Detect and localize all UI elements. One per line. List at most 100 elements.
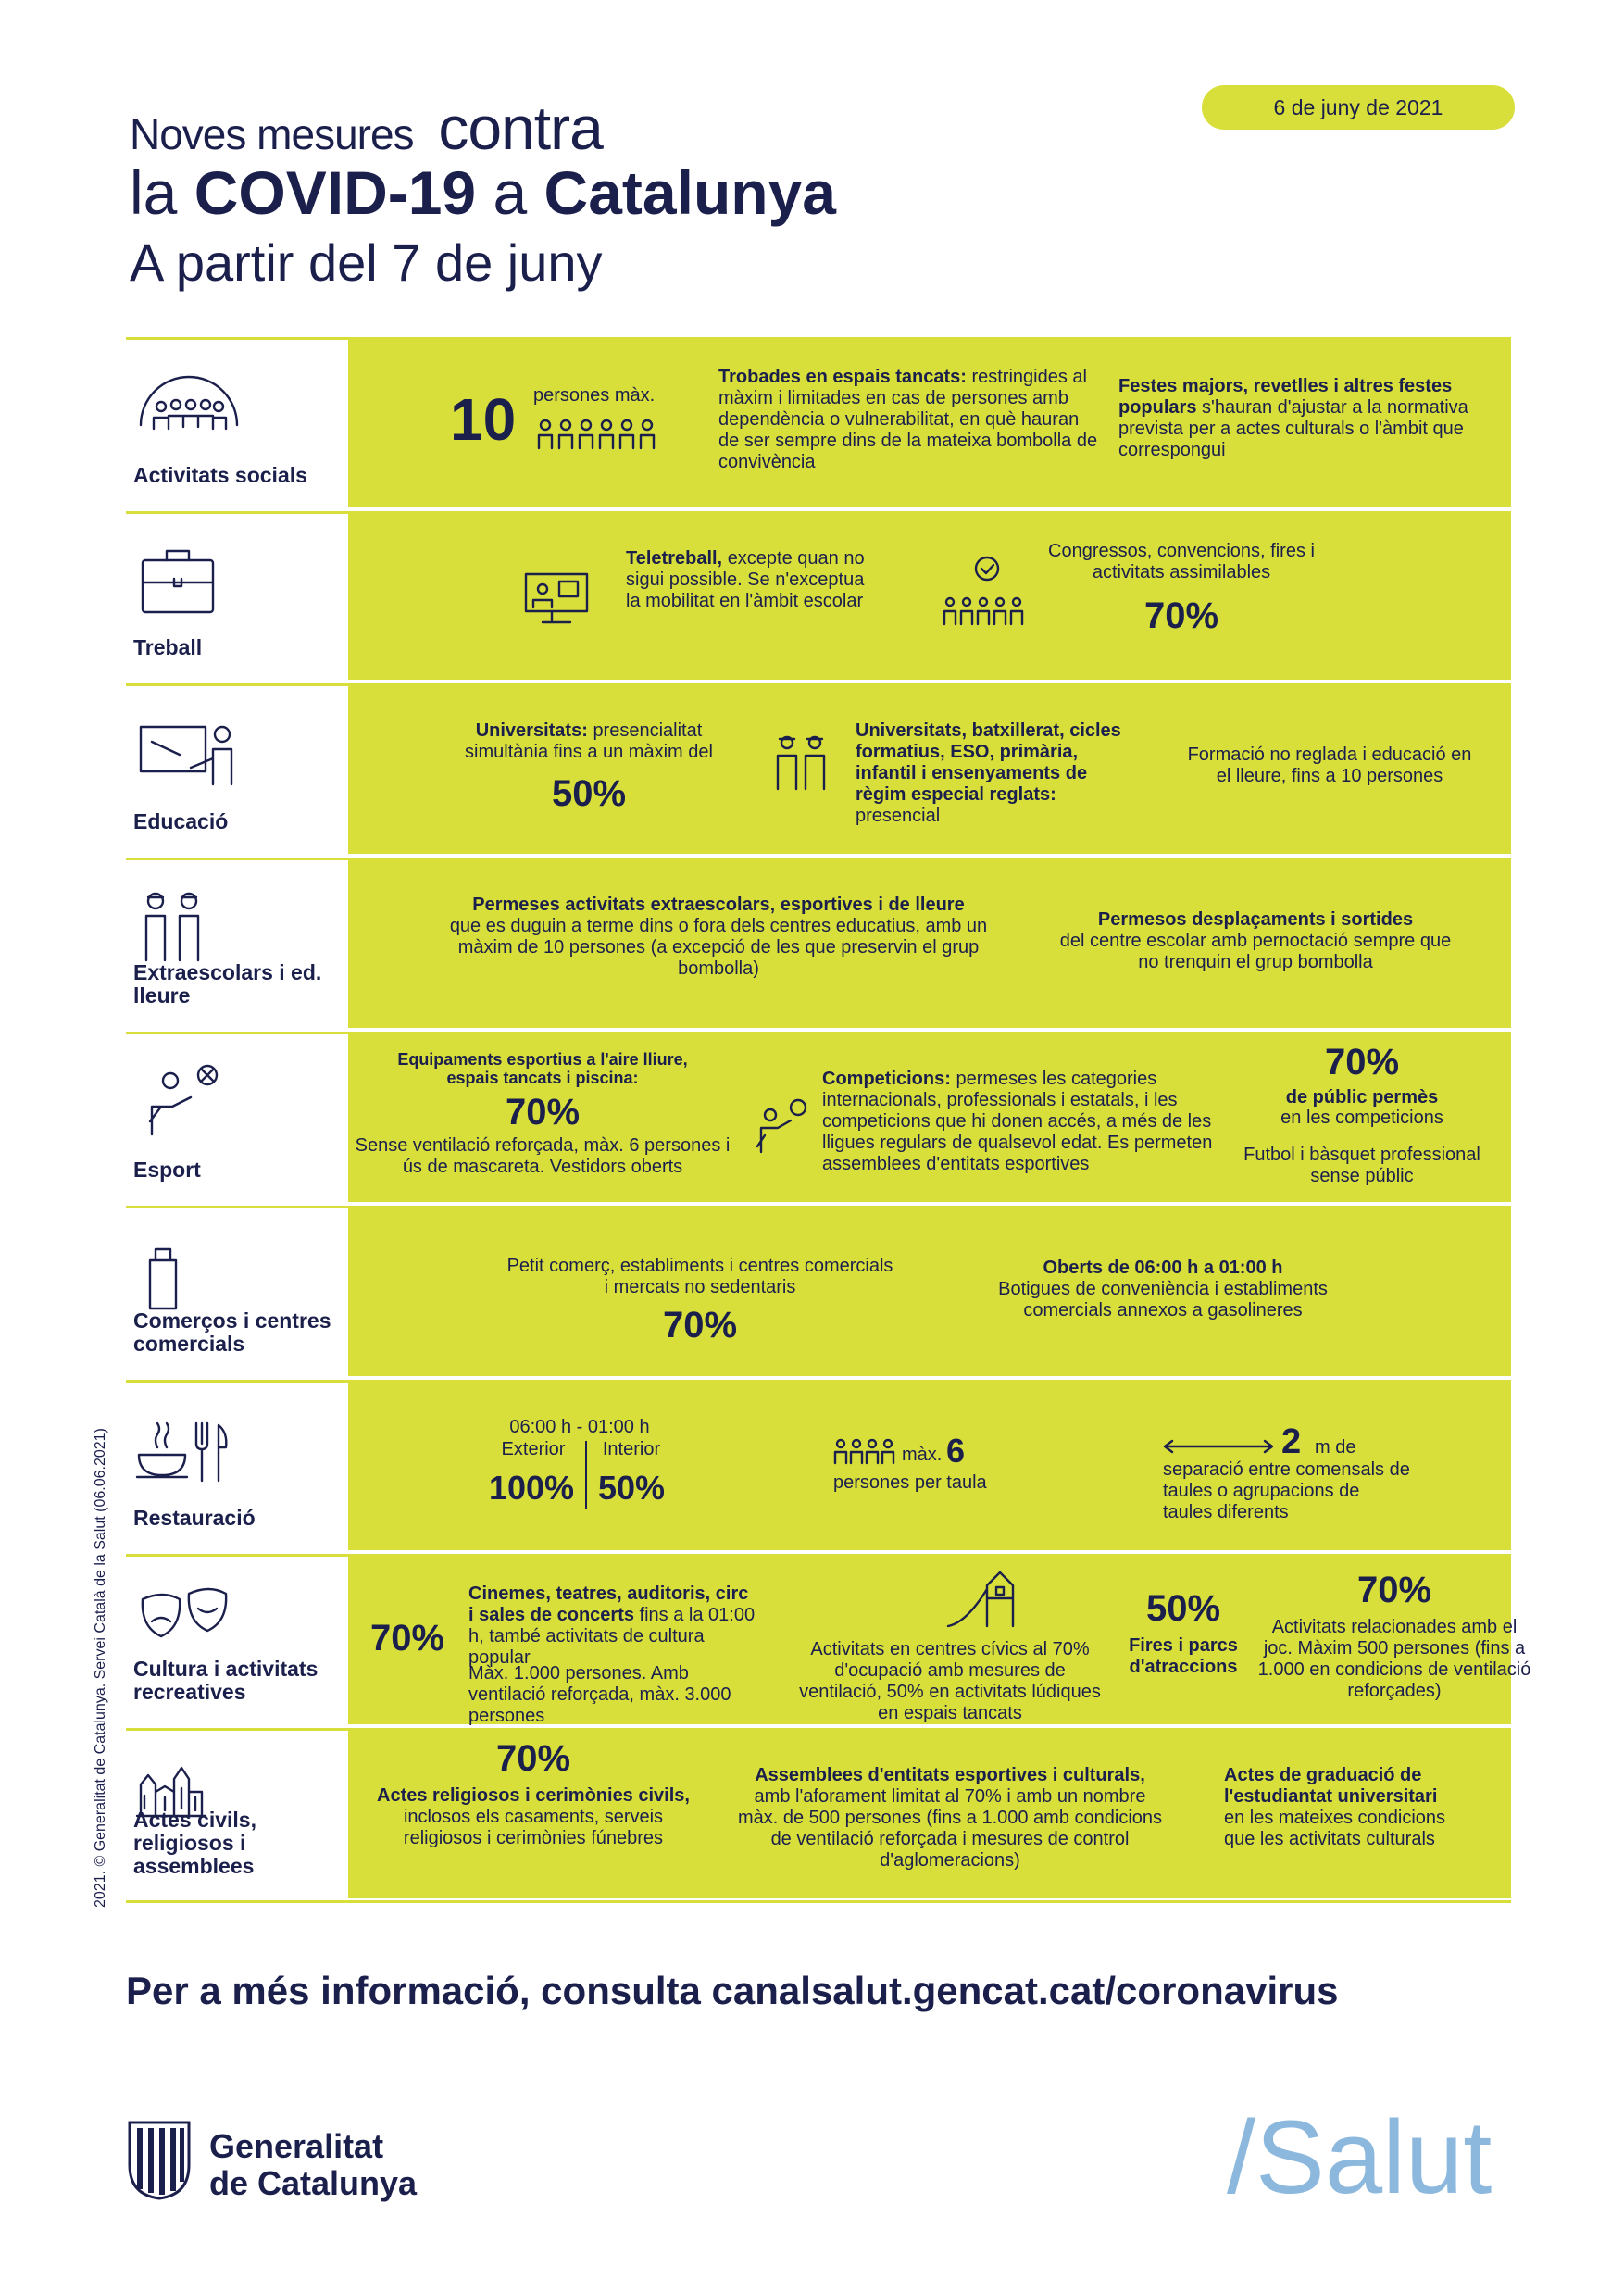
row-cultura: Cultura i activitats recreatives 70% Cin…: [126, 1554, 1530, 1726]
religiosos-percent: 70%: [495, 1738, 571, 1779]
cinemes-bold: Cinemes, teatres, auditoris, circ i sale…: [468, 1584, 749, 1625]
row-comercos: Comerços i centres comercials Petit come…: [126, 1206, 1511, 1376]
fires-bold: Fires i parcs d'atraccions: [1129, 1635, 1238, 1677]
table-bottom-rule: [126, 1900, 1511, 1903]
competicions-text: Competicions: permeses les categories in…: [822, 1069, 1220, 1175]
generalitat-line-1: Generalitat: [209, 2127, 384, 2165]
row-label: Extraescolars i ed. lleure: [133, 960, 322, 1008]
cinemes-text: Cinemes, teatres, auditoris, circ i sale…: [468, 1584, 756, 1669]
row-content: Permeses activitats extraescolars, espor…: [348, 858, 1511, 1028]
row-label-cell: Activitats socials: [126, 337, 348, 507]
row-label: Restauració: [133, 1506, 256, 1530]
desplacaments-bold: Permesos desplaçaments i sortides: [1097, 909, 1414, 930]
futbol-text: Futbol i bàsquet professional sense públ…: [1243, 1145, 1480, 1186]
playground-icon: [946, 1571, 1015, 1628]
teacher-board-icon: [139, 725, 233, 786]
festes-body: s'hauran d'ajustar a la normativa previs…: [1118, 397, 1468, 460]
universitats-body: presencialitat simultània fins a un màxi…: [465, 720, 713, 762]
row-content: Teletreball, excepte quan no sigui possi…: [348, 511, 1511, 680]
sport-player-icon: [756, 1098, 807, 1154]
athlete-ball-icon: [148, 1064, 219, 1136]
copyright-vertical: 2021. © Generalitat de Catalunya. Servei…: [93, 1428, 108, 1908]
row-content: Petit comerç, establiments i centres com…: [348, 1206, 1511, 1376]
page-title: Noves mesures contra: [130, 67, 604, 179]
date-badge: 6 de juny de 2021: [1202, 85, 1515, 130]
row-esport: Esport Equipaments esportius a l'aire ll…: [126, 1032, 1511, 1202]
title-la: la: [130, 158, 178, 227]
people-row-icon: [537, 419, 656, 450]
row-label-cell: Actes civils, religiosos i assemblees: [126, 1728, 348, 1898]
interior-label: Interior: [602, 1439, 661, 1459]
teletreball-body: excepte quan no sigui possible. Se n'exc…: [626, 548, 865, 611]
religiosos-bold: Actes religiosos i cerimònies civils,: [377, 1785, 690, 1806]
briefcase-icon: [141, 549, 215, 614]
distance-number: 2: [1281, 1422, 1302, 1461]
children-icon: [144, 892, 200, 962]
desplacaments-text: Permesos desplaçaments i sortides del ce…: [1052, 909, 1459, 973]
title-covid: COVID-19: [194, 158, 477, 227]
centres-civics-text: Activitats en centres cívics al 70% d'oc…: [799, 1639, 1101, 1723]
hours-text: 06:00 h - 01:00 h: [509, 1417, 650, 1437]
salut-logo: /Salut: [1227, 2099, 1493, 2215]
public-body: en les competicions: [1280, 1108, 1443, 1128]
assemblees-text: Assemblees d'entitats esportives i cultu…: [737, 1765, 1163, 1872]
dish-cutlery-icon: [135, 1421, 228, 1483]
teletreball-bold: Teletreball,: [626, 548, 723, 569]
presencial-body: presencial: [856, 806, 941, 826]
row-label: Cultura i activitats recreatives: [133, 1657, 319, 1704]
row-label: Treball: [133, 635, 203, 659]
desplacaments-body: del centre escolar amb pernoctació sempr…: [1059, 931, 1452, 972]
title-big: Noves mesures: [130, 110, 415, 158]
row-treball: Treball Teletreball, excepte quan no sig…: [126, 511, 1511, 680]
title-catalunya: Catalunya: [543, 158, 836, 227]
theatre-masks-icon: [141, 1587, 228, 1638]
trobades-body: restringides al màxim i limitades en cas…: [718, 367, 1098, 472]
row-label-cell: Comerços i centres comercials: [126, 1206, 348, 1376]
row-label-cell: Treball: [126, 511, 348, 680]
row-label-cell: Educació: [126, 683, 348, 854]
exterior-label: Exterior: [501, 1439, 566, 1459]
presencial-bold: Universitats, batxillerat, cicles format…: [856, 720, 1121, 805]
row-educacio: Educació Universitats: presencialitat si…: [126, 683, 1511, 854]
max-persons-table-number: 6: [946, 1432, 966, 1470]
equipaments-bold: Equipaments esportius a l'aire lliure, e…: [397, 1050, 688, 1087]
public-percent: 70%: [1324, 1042, 1400, 1083]
row-label: Esport: [133, 1158, 201, 1182]
generalitat-line-2: de Catalunya: [209, 2164, 418, 2202]
generalitat-logo-icon: [128, 2121, 191, 2200]
cinemes-body: fins a la 01:00 h, també activitats de c…: [468, 1605, 756, 1668]
row-label-cell: Cultura i activitats recreatives: [126, 1554, 348, 1724]
universitats-percent: 50%: [551, 773, 627, 814]
oberts-text: Oberts de 06:00 h a 01:00 h Botigues de …: [978, 1258, 1348, 1321]
civic-buildings-icon: [135, 1766, 207, 1818]
row-extraescolars: Extraescolars i ed. lleure Permeses acti…: [126, 858, 1511, 1028]
more-info-link[interactable]: Per a més informació, consulta canalsalu…: [126, 1969, 1339, 2012]
religiosos-body: inclosos els casaments, serveis religios…: [403, 1807, 664, 1848]
graduacio-body: en les mateixes condicions que les activ…: [1224, 1808, 1446, 1849]
trobades-text: Trobades en espais tancats: restringides…: [718, 367, 1098, 473]
graduacio-bold: Actes de graduació de l'estudiantat univ…: [1224, 1765, 1438, 1807]
assemblees-bold: Assemblees d'entitats esportives i cultu…: [755, 1765, 1145, 1785]
oberts-bold: Oberts de 06:00 h a 01:00 h: [1043, 1258, 1283, 1278]
row-activitats-socials: Activitats socials 10 persones màx. Trob…: [126, 337, 1511, 507]
extraescolars-body: que es duguin a terme dins o fora dels c…: [449, 916, 988, 979]
distance-arrow-icon: [1163, 1439, 1274, 1454]
divider-line: [585, 1441, 587, 1509]
title-a: a: [493, 158, 528, 227]
extraescolars-text: Permeses activitats extraescolars, espor…: [441, 895, 996, 980]
interior-percent: 50%: [597, 1469, 666, 1507]
max-pre-text: màx.: [902, 1445, 943, 1465]
row-content: Universitats: presencialitat simultània …: [348, 683, 1511, 854]
distance-text: separació entre comensals de taules o ag…: [1163, 1459, 1410, 1522]
oberts-body: Botigues de conveniència i establiments …: [998, 1279, 1328, 1321]
cinemes-body2: Màx. 1.000 persones. Amb ventilació refo…: [468, 1663, 731, 1726]
group-people-icon: [139, 375, 239, 431]
row-label: Educació: [133, 809, 229, 833]
row-label-cell: Esport: [126, 1032, 348, 1202]
people-table-icon: [833, 1438, 895, 1465]
graduacio-text: Actes de graduació de l'estudiantat univ…: [1224, 1765, 1465, 1850]
row-restauracio: Restauració 06:00 h - 01:00 h Exterior I…: [126, 1380, 1511, 1550]
religiosos-text: Actes religiosos i cerimònies civils, in…: [367, 1785, 700, 1849]
festes-bold: Festes majors, revetlles i altres festes…: [1118, 376, 1453, 418]
shopping-bag-icon: [148, 1247, 178, 1310]
